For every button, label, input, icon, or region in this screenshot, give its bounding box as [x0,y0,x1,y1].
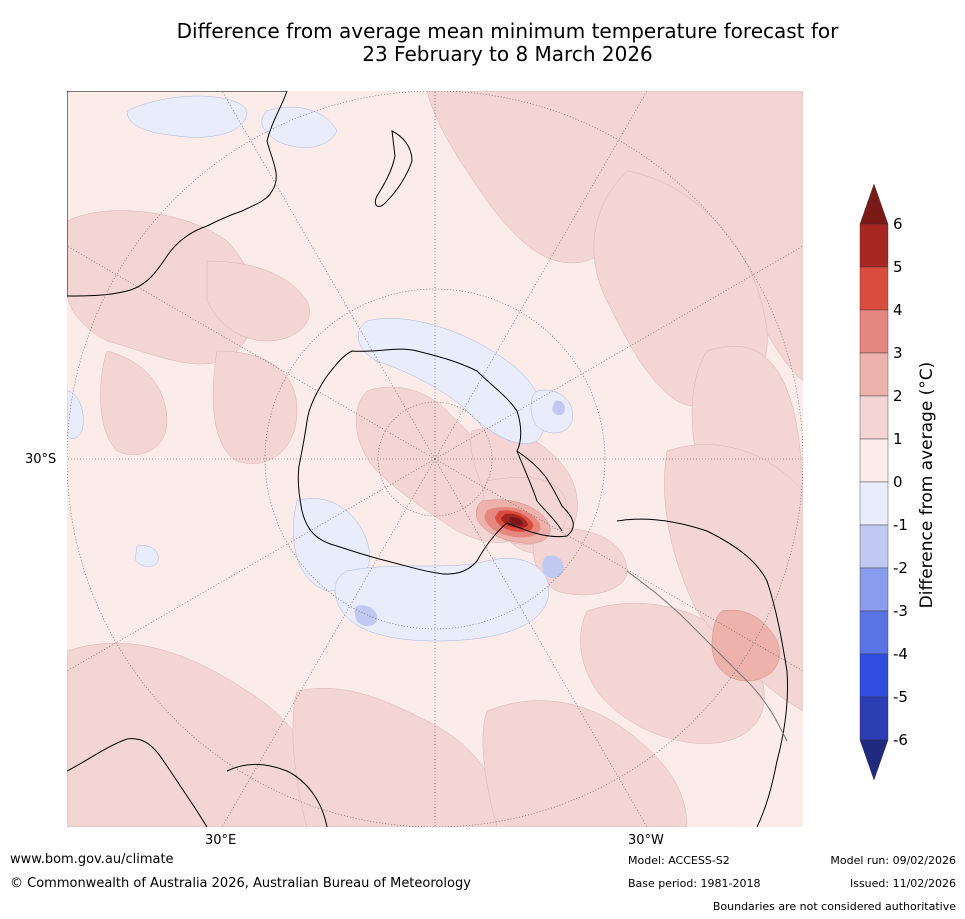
polar-map [67,91,803,827]
africa-coastline [67,738,208,827]
colorbar-tick-label: 6 [893,215,903,233]
colorbar-tick-label: -4 [893,645,908,663]
colorbar-bin [859,183,889,225]
colorbar-bin [859,567,889,612]
colorbar-bin [859,438,889,483]
antarctic-peninsula [516,450,563,532]
lon-label-30w: 30°W [628,833,664,848]
footer-base-period: Base period: 1981-2018 [628,877,761,890]
colorbar-bins [859,183,889,781]
new-zealand-coastline [374,130,413,207]
antarctica-coastline [297,348,574,575]
colorbar-tick-label: -3 [893,602,908,620]
map-svg [67,91,803,827]
colorbar-tick-label: 5 [893,258,903,276]
colorbar-bin [859,266,889,311]
lon-label-30e: 30°E [205,833,237,848]
colorbar-tick-label: -2 [893,559,908,577]
colorbar-tick-label: -1 [893,516,908,534]
colorbar-tick-label: 2 [893,387,903,405]
colorbar-bin [859,223,889,268]
colorbar-bin [859,395,889,440]
footer-model: Model: ACCESS-S2 [628,854,730,867]
footer-copyright: © Commonwealth of Australia 2026, Austra… [10,876,471,891]
colorbar-bin [859,352,889,397]
anomaly-warm-peak [495,510,534,532]
title-line-1: Difference from average mean minimum tem… [176,19,839,43]
colorbar-tick-label: -5 [893,688,908,706]
colorbar-bin [859,696,889,741]
title-line-2: 23 February to 8 March 2026 [362,42,653,66]
south-america-coastline [616,518,788,827]
footer-issued: Issued: 11/02/2026 [849,877,956,890]
colorbar-tick-label: 1 [893,430,903,448]
madagascar-coastline [226,763,328,827]
colorbar-bin [859,653,889,698]
footer-model-run: Model run: 09/02/2026 [830,854,956,867]
colorbar-bin [859,481,889,526]
colorbar-tick-label: -6 [893,731,908,749]
colorbar-bin [859,309,889,354]
meridians [67,91,803,827]
colorbar-tick-label: 4 [893,301,903,319]
colorbar-bin [859,524,889,569]
colorbar-bin [859,739,889,781]
colorbar-tick-label: 3 [893,344,903,362]
colorbar-bin [859,610,889,655]
colorbar [859,183,889,781]
footer-disclaimer: Boundaries are not considered authoritat… [712,900,956,913]
anomaly-cool-2-regions [354,400,565,627]
chart-title: Difference from average mean minimum tem… [0,20,965,66]
south-america-border [626,570,788,742]
australia-coastline [67,91,288,297]
lat-label-30s: 30°S [25,452,57,467]
colorbar-tick-label: 0 [893,473,903,491]
footer-url[interactable]: www.bom.gov.au/climate [10,852,174,867]
colorbar-label: Difference from average (°C) [917,361,937,609]
